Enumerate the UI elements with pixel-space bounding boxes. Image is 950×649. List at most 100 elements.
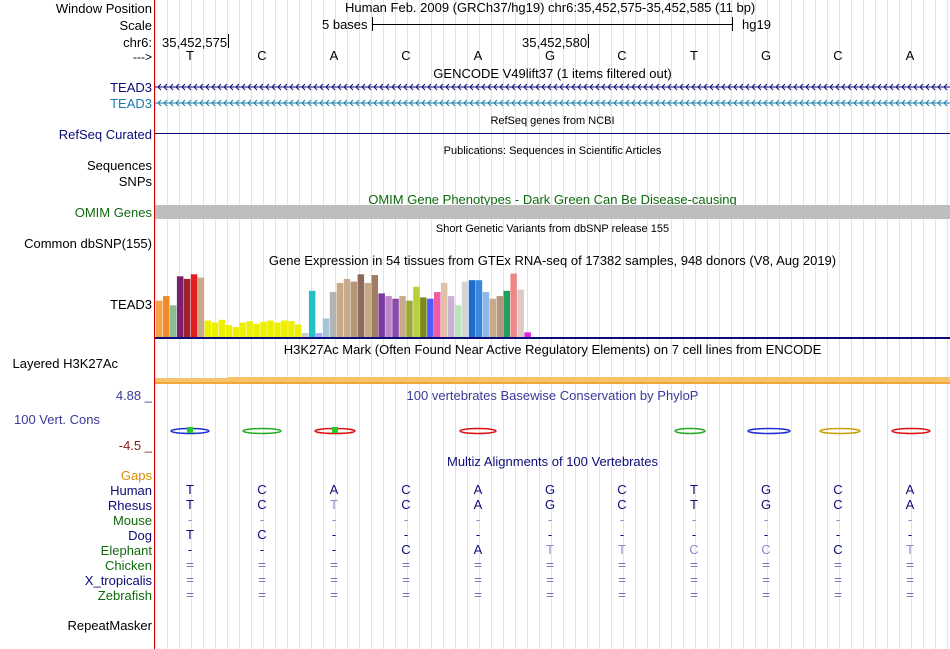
strand-chevron (529, 99, 534, 107)
strand-chevron (481, 83, 486, 91)
strand-chevron (655, 83, 660, 91)
alignment-base-rhesus: C (401, 497, 411, 512)
chrom-position-2: 35,452,580 (522, 35, 588, 50)
strand-chevron (535, 83, 540, 91)
strand-chevron (721, 83, 726, 91)
strand-chevron (643, 99, 648, 107)
strand-chevron (301, 83, 306, 91)
assembly-name: hg19 (742, 17, 771, 32)
gtex-tissue-bar (253, 323, 260, 337)
alignment-base-mouse: - (763, 512, 769, 527)
label-snps[interactable]: SNPs (118, 174, 152, 189)
gtex-tissue-bar (267, 320, 274, 337)
strand-chevron (547, 83, 552, 91)
label-tead3-gtex[interactable]: TEAD3 (110, 297, 152, 312)
gencode-gene-models[interactable] (155, 80, 950, 120)
strand-chevron (457, 83, 462, 91)
strand-chevron (733, 99, 738, 107)
strand-chevron (877, 99, 882, 107)
alignment-base-chicken: = (258, 557, 266, 572)
label-gaps[interactable]: Gaps (120, 468, 152, 483)
label-repeatmasker[interactable]: RepeatMasker (67, 618, 152, 633)
strand-chevron (523, 83, 528, 91)
strand-chevron (421, 83, 426, 91)
gtex-tissue-bar (461, 281, 469, 337)
strand-chevron (631, 99, 636, 107)
alignment-base-elephant: A (473, 542, 483, 557)
strand-chevron (427, 83, 432, 91)
label-omim-genes[interactable]: OMIM Genes (74, 205, 152, 220)
alignment-base-xtrop: = (474, 572, 482, 587)
strand-chevron (253, 99, 258, 107)
label-species-xtropicalis[interactable]: X_tropicalis (84, 573, 152, 588)
strand-chevron (343, 99, 348, 107)
label-species-dog[interactable]: Dog (128, 528, 152, 543)
strand-chevron (817, 99, 822, 107)
label-species-elephant[interactable]: Elephant (100, 543, 152, 558)
strand-chevron (157, 99, 162, 107)
strand-chevron (877, 83, 882, 91)
strand-chevron (703, 99, 708, 107)
alignment-base-rhesus: C (617, 497, 627, 512)
h3k27ac-signal[interactable] (155, 375, 950, 387)
omim-gene-bar[interactable] (155, 205, 950, 219)
strand-chevron (733, 83, 738, 91)
strand-chevron (745, 83, 750, 91)
strand-chevron (865, 99, 870, 107)
strand-chevron (517, 83, 522, 91)
gtex-expression-bars[interactable] (155, 268, 950, 338)
gtex-tissue-bar (524, 332, 531, 337)
label-species-human[interactable]: Human (110, 483, 152, 498)
strand-chevron (409, 99, 414, 107)
label-layered-h3k27ac[interactable]: Layered H3K27Ac (12, 356, 118, 371)
strand-chevron (511, 83, 516, 91)
gtex-tissue-bar (447, 296, 455, 337)
strand-chevron (481, 99, 486, 107)
gtex-tissue-bar (364, 282, 371, 337)
label-tead3-gencode-1[interactable]: TEAD3 (110, 80, 152, 95)
gtex-tissue-bar (475, 280, 483, 337)
label-refseq-curated[interactable]: RefSeq Curated (58, 127, 152, 142)
strand-chevron (817, 83, 822, 91)
gridline (791, 0, 792, 649)
strand-chevron (589, 99, 594, 107)
label-sequences[interactable]: Sequences (86, 158, 152, 173)
gtex-tissue-bar (420, 297, 427, 337)
strand-chevron (271, 83, 276, 91)
label-common-dbsnp[interactable]: Common dbSNP(155) (24, 236, 152, 251)
strand-chevron (445, 83, 450, 91)
base-letter: C (401, 48, 411, 63)
gridline (563, 0, 564, 649)
phylop-conservation-signal[interactable] (155, 420, 950, 450)
strand-chevron (637, 99, 642, 107)
gridline (899, 0, 900, 649)
phylop-score-glyph (459, 427, 497, 435)
strand-chevron (415, 83, 420, 91)
alignment-base-dog: - (907, 527, 913, 542)
strand-chevron (469, 99, 474, 107)
label-100-vert-cons[interactable]: 100 Vert. Cons (14, 412, 100, 427)
alignment-base-rhesus: T (330, 497, 338, 512)
gtex-tissue-bar (197, 277, 205, 337)
label-species-mouse[interactable]: Mouse (112, 513, 152, 528)
label-species-chicken[interactable]: Chicken (105, 558, 152, 573)
gridline (623, 0, 624, 649)
phylop-highlight-mark (187, 427, 193, 433)
strand-chevron (205, 99, 210, 107)
track-image-area[interactable]: Human Feb. 2009 (GRCh37/hg19) chr6:35,45… (155, 0, 950, 649)
base-letter: G (544, 48, 556, 63)
strand-chevron (889, 83, 894, 91)
alignment-base-elephant: T (906, 542, 914, 557)
base-letter: T (690, 48, 698, 63)
label-tead3-gencode-2[interactable]: TEAD3 (110, 96, 152, 111)
alignment-base-rhesus: T (690, 497, 698, 512)
strand-chevron (547, 99, 552, 107)
gridline (695, 0, 696, 649)
label-species-rhesus[interactable]: Rhesus (107, 498, 152, 513)
refseq-gene-line[interactable] (155, 133, 950, 134)
alignment-base-elephant: T (546, 542, 554, 557)
gridline (815, 0, 816, 649)
label-species-zebrafish[interactable]: Zebrafish (97, 588, 152, 603)
strand-chevron (607, 99, 612, 107)
strand-chevron (403, 99, 408, 107)
